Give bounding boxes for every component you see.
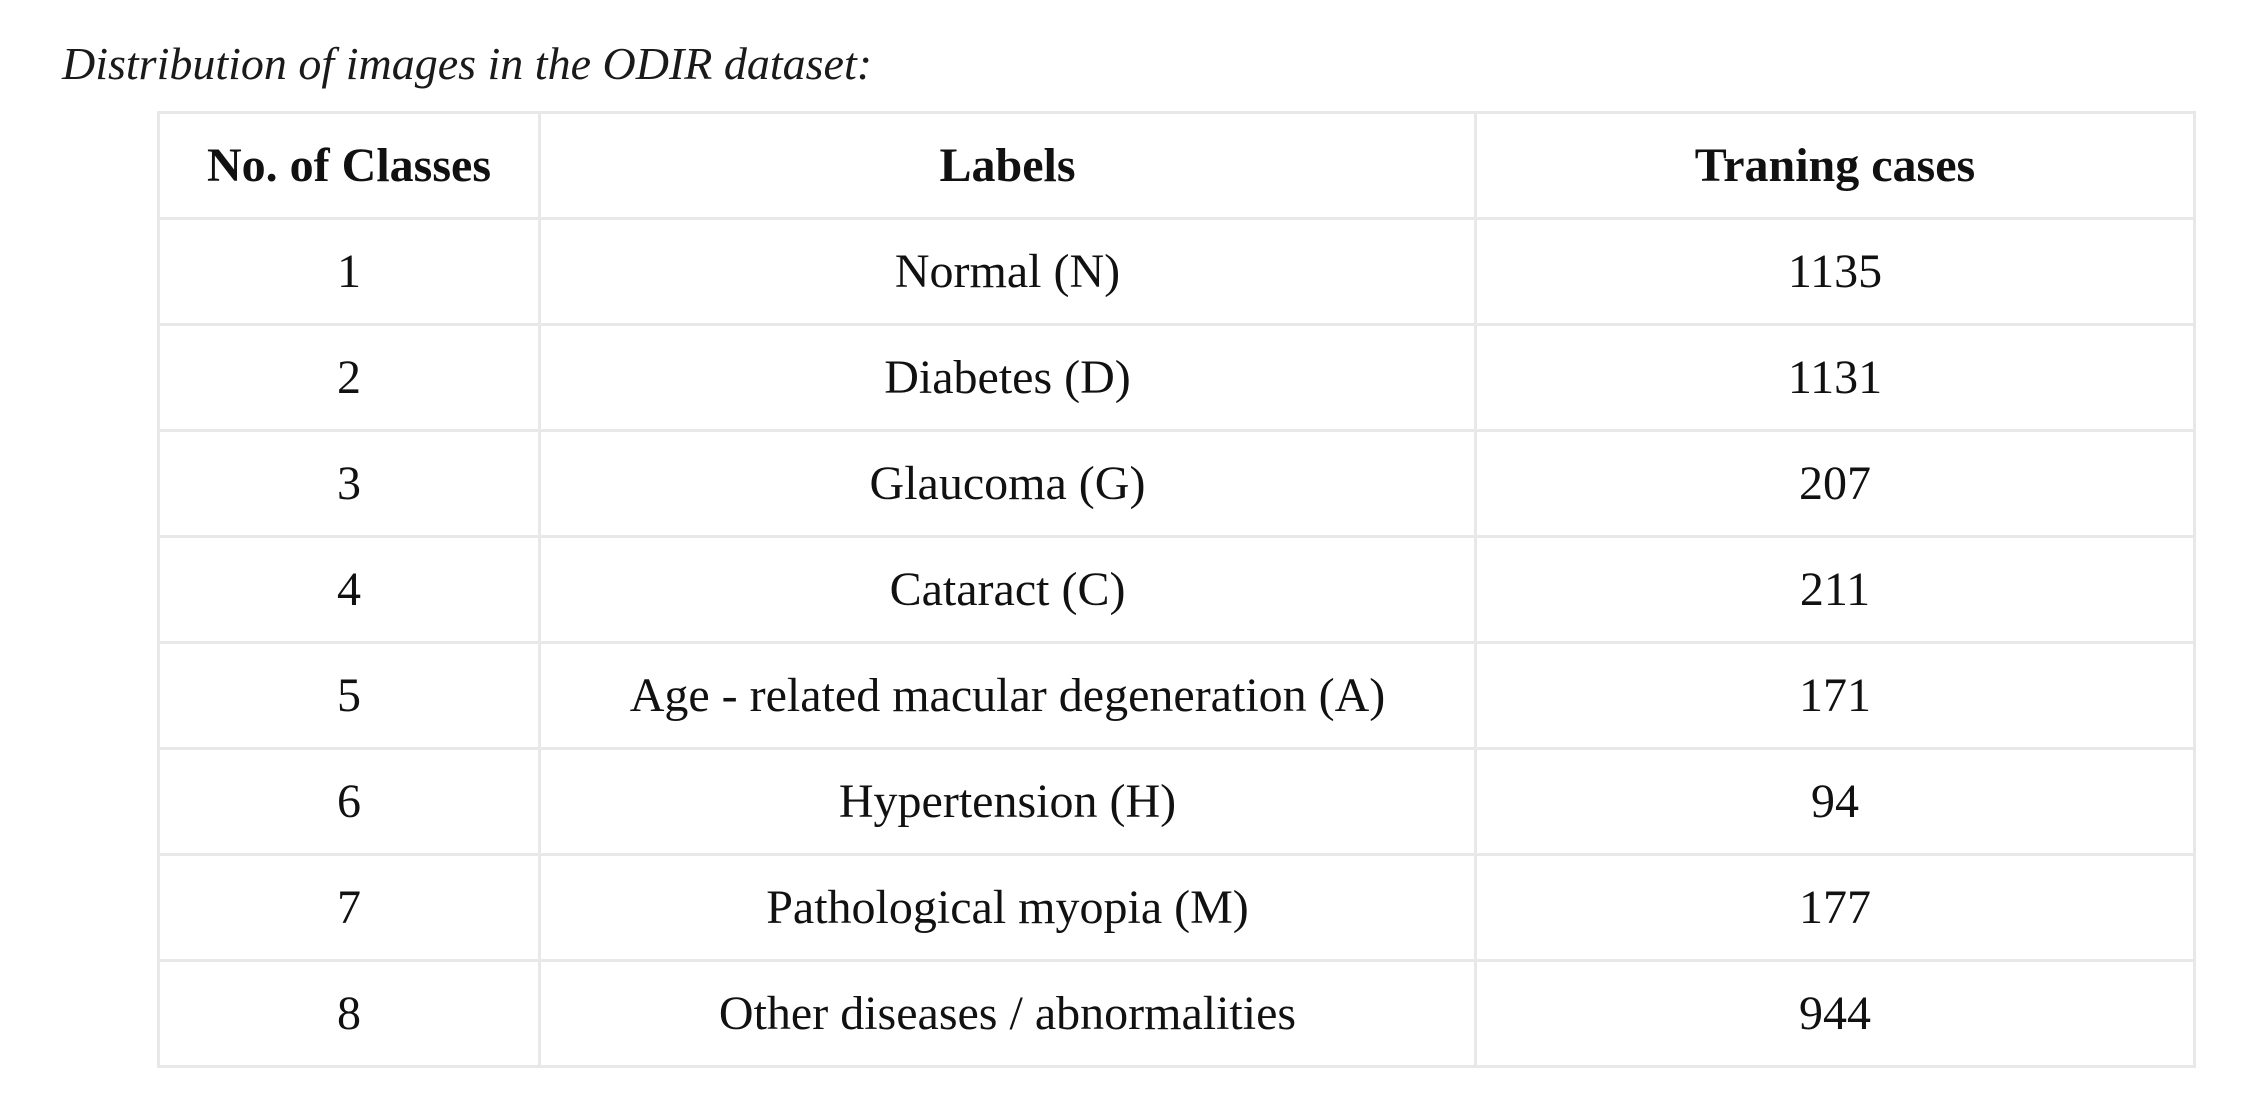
header-no-of-classes: No. of Classes bbox=[157, 111, 541, 220]
label-cell: Hypertension (H) bbox=[538, 747, 1477, 856]
table-row: 7 Pathological myopia (M) 177 bbox=[157, 853, 2196, 962]
distribution-table: No. of Classes Labels Traning cases 1 No… bbox=[157, 111, 2196, 1068]
label-cell: Other diseases / abnormalities bbox=[538, 959, 1477, 1068]
training-cases-cell: 171 bbox=[1474, 641, 2196, 750]
label-cell: Diabetes (D) bbox=[538, 323, 1477, 432]
training-cases-cell: 94 bbox=[1474, 747, 2196, 856]
training-cases-cell: 1135 bbox=[1474, 217, 2196, 326]
training-cases-cell: 1131 bbox=[1474, 323, 2196, 432]
table-row: 4 Cataract (C) 211 bbox=[157, 535, 2196, 644]
class-number-cell: 5 bbox=[157, 641, 541, 750]
table-row: 8 Other diseases / abnormalities 944 bbox=[157, 959, 2196, 1068]
class-number-cell: 1 bbox=[157, 217, 541, 326]
label-cell: Cataract (C) bbox=[538, 535, 1477, 644]
table-header-row: No. of Classes Labels Traning cases bbox=[157, 111, 2196, 220]
class-number-cell: 8 bbox=[157, 959, 541, 1068]
label-cell: Age - related macular degeneration (A) bbox=[538, 641, 1477, 750]
class-number-cell: 2 bbox=[157, 323, 541, 432]
training-cases-cell: 177 bbox=[1474, 853, 2196, 962]
label-cell: Pathological myopia (M) bbox=[538, 853, 1477, 962]
table-caption: Distribution of images in the ODIR datas… bbox=[62, 38, 873, 89]
table-row: 2 Diabetes (D) 1131 bbox=[157, 323, 2196, 432]
training-cases-cell: 207 bbox=[1474, 429, 2196, 538]
class-number-cell: 6 bbox=[157, 747, 541, 856]
header-labels: Labels bbox=[538, 111, 1477, 220]
table-row: 3 Glaucoma (G) 207 bbox=[157, 429, 2196, 538]
label-cell: Normal (N) bbox=[538, 217, 1477, 326]
class-number-cell: 3 bbox=[157, 429, 541, 538]
table-row: 1 Normal (N) 1135 bbox=[157, 217, 2196, 326]
table-row: 5 Age - related macular degeneration (A)… bbox=[157, 641, 2196, 750]
class-number-cell: 7 bbox=[157, 853, 541, 962]
class-number-cell: 4 bbox=[157, 535, 541, 644]
label-cell: Glaucoma (G) bbox=[538, 429, 1477, 538]
header-training-cases: Traning cases bbox=[1474, 111, 2196, 220]
training-cases-cell: 211 bbox=[1474, 535, 2196, 644]
training-cases-cell: 944 bbox=[1474, 959, 2196, 1068]
table-row: 6 Hypertension (H) 94 bbox=[157, 747, 2196, 856]
